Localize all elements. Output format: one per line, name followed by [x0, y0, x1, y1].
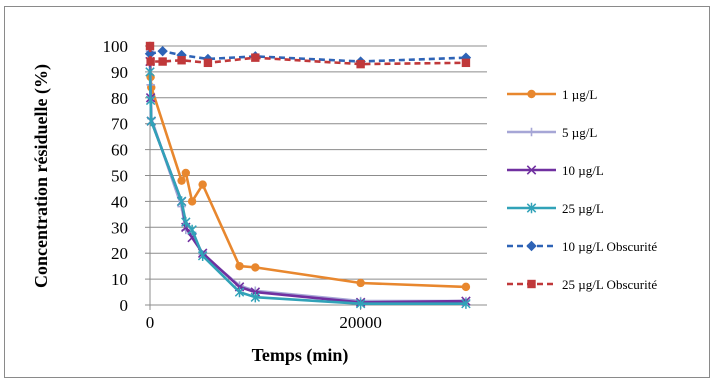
y-tick-label: 60 [111, 141, 128, 160]
legend-label: 25 µg/L [562, 201, 604, 216]
gridlines [150, 45, 487, 280]
x-tick-labels: 0 20000 [146, 313, 382, 332]
data-point [145, 41, 155, 51]
data-point [187, 224, 197, 236]
data-point [251, 263, 260, 272]
data-point [203, 58, 213, 68]
legend-label: 10 µg/L [562, 163, 604, 178]
data-point [177, 56, 186, 65]
data-point [527, 89, 536, 99]
data-point [176, 196, 187, 207]
data-point [461, 58, 471, 68]
data-point [158, 57, 167, 66]
data-point [251, 53, 260, 62]
data-point [145, 95, 156, 106]
data-point [181, 216, 191, 228]
y-tick-label: 40 [111, 192, 128, 211]
data-point [355, 298, 366, 309]
y-tick-label: 90 [111, 63, 128, 82]
data-point [356, 278, 365, 288]
y-tick-label: 10 [111, 270, 128, 289]
y-tick-label: 100 [103, 37, 129, 56]
series-line [148, 71, 466, 306]
series-line [148, 51, 466, 303]
data-point [526, 202, 537, 214]
data-point [250, 292, 261, 303]
data-point [177, 176, 186, 185]
data-point [234, 286, 245, 298]
data-point [526, 165, 537, 175]
data-point [145, 66, 155, 78]
legend: 1 µg/L 5 µg/L 10 µg/L 25 µg/L 10 µg/L Obscur… [507, 87, 657, 292]
data-point [460, 52, 472, 63]
axes [145, 45, 487, 310]
y-tick-label: 70 [111, 115, 128, 134]
data-point [197, 250, 208, 261]
data-point [526, 240, 537, 252]
data-point [157, 45, 168, 57]
series-line [148, 45, 466, 66]
legend-label: 10 µg/L Obscurité [562, 239, 657, 254]
data-point [176, 49, 187, 61]
legend-label: 25 µg/L Obscurité [562, 277, 657, 292]
data-point [146, 115, 156, 127]
y-tick-labels: 0 10 20 30 40 50 60 70 80 90 100 [103, 37, 129, 315]
data-point [187, 197, 197, 206]
data-point [356, 59, 365, 69]
x-tick-label: 20000 [339, 313, 382, 332]
series-line [148, 45, 466, 289]
y-axis-title: Concentration résiduelle (%) [31, 64, 52, 288]
y-tick-label: 80 [111, 89, 128, 108]
data-point [235, 261, 244, 271]
legend-label: 5 µg/L [562, 125, 597, 140]
data-point [461, 282, 471, 292]
y-tick-label: 30 [111, 218, 128, 237]
y-tick-label: 20 [111, 244, 128, 263]
data-point [527, 279, 536, 289]
x-tick-label: 0 [146, 313, 155, 332]
data-point [198, 180, 207, 189]
data-point [146, 57, 155, 66]
data-point [181, 168, 191, 178]
data-point [527, 127, 536, 137]
y-tick-label: 0 [120, 296, 129, 315]
y-tick-label: 50 [111, 167, 128, 186]
series-group [144, 41, 472, 309]
data-point [144, 48, 156, 59]
data-point [461, 298, 471, 309]
legend-label: 1 µg/L [562, 87, 597, 102]
x-axis-title: Temps (min) [252, 345, 349, 366]
